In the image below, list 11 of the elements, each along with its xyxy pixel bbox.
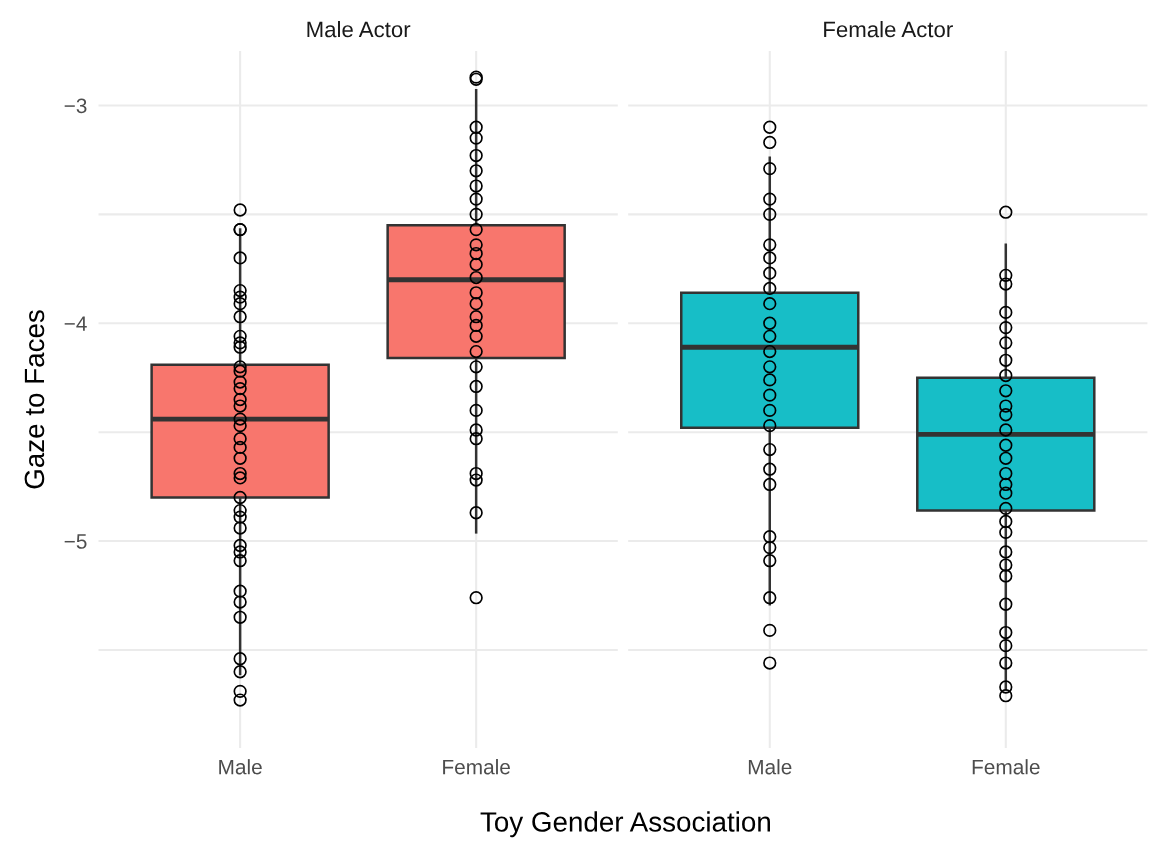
chart-title: Male Actor: [307, 21, 411, 38]
x-tick-label: Female: [443, 759, 510, 775]
y-tick-label: −3: [64, 98, 87, 114]
y-axis-title: Gaze to Faces: [24, 310, 45, 489]
x-axis-title: Toy Gender Association: [480, 811, 770, 838]
chart-title: Female Actor: [824, 21, 953, 38]
y-tick-label: −4: [64, 316, 87, 331]
y-tick-label: −5: [64, 534, 87, 549]
x-tick-label: Male: [219, 759, 262, 775]
x-tick-label: Female: [972, 759, 1040, 775]
x-tick-label: Male: [748, 759, 792, 775]
